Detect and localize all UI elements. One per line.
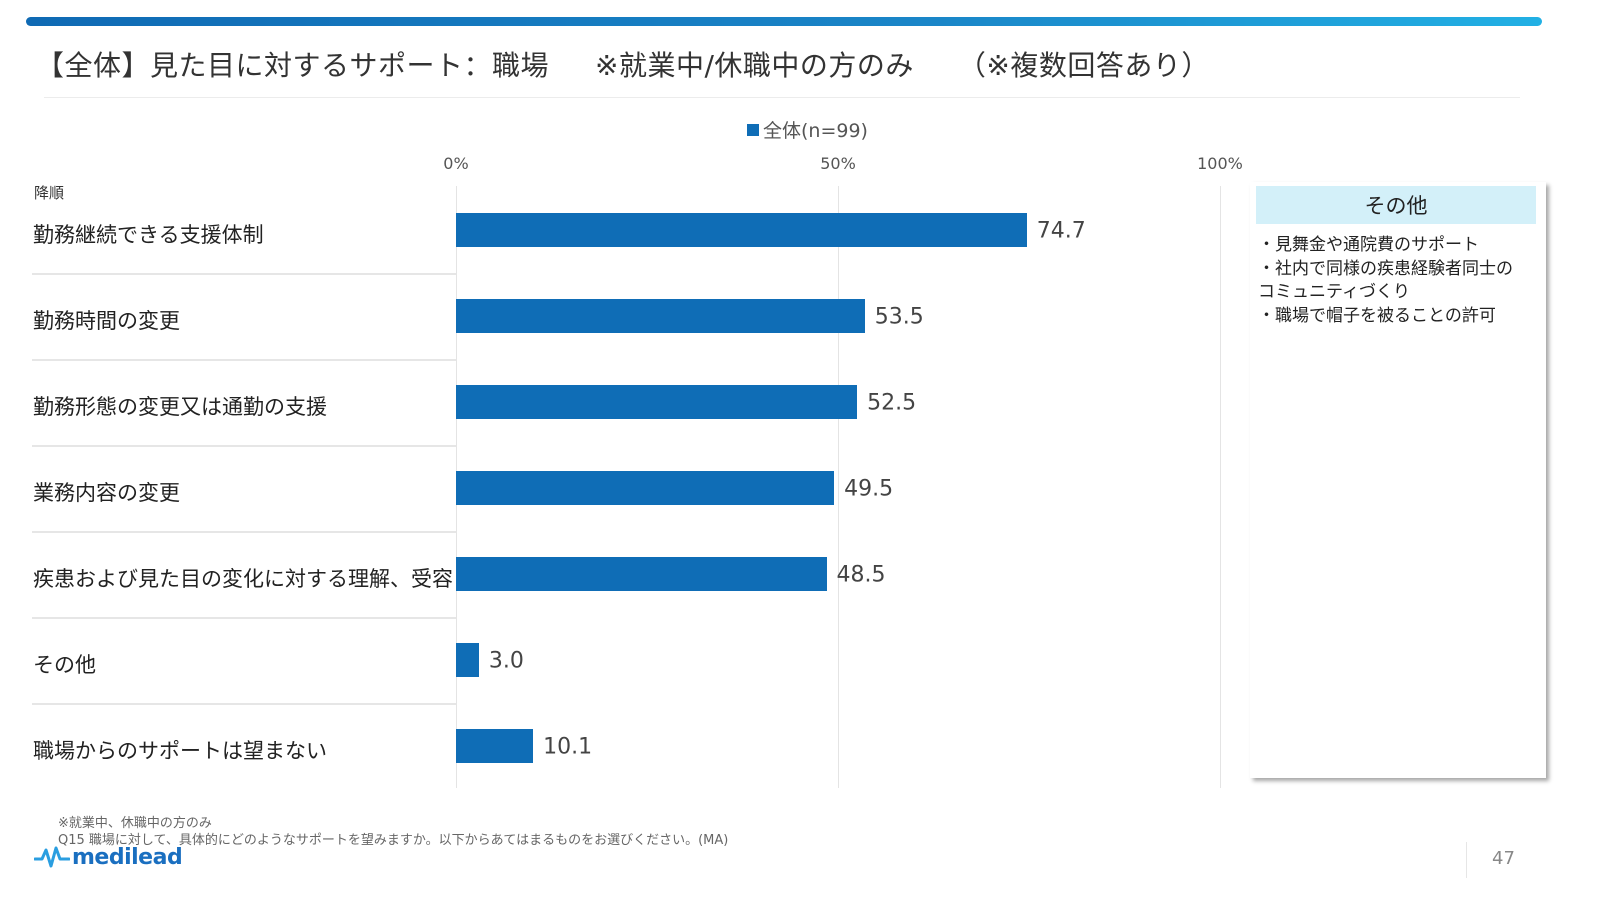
row-separator	[32, 359, 456, 361]
bar-value-label: 3.0	[488, 648, 524, 674]
page-number: 47	[1492, 848, 1515, 869]
x-tick-label: 100%	[1197, 154, 1243, 173]
legend-label: 全体(n=99)	[763, 120, 868, 142]
bar-value-label: 52.5	[867, 390, 917, 416]
other-response-item: コミュニティづくり	[1258, 282, 1410, 302]
other-response-item: ・職場で帽子を被ることの許可	[1258, 305, 1496, 326]
bar-value-label: 48.5	[836, 562, 886, 588]
other-response-item: ・社内で同様の疾患経験者同士の	[1258, 258, 1513, 279]
footnote-question: Q15 職場に対して、具体的にどのようなサポートを望みますか。以下からあてはまる…	[58, 833, 729, 848]
row-separator	[32, 617, 456, 619]
other-responses-list: ・見舞金や通院費のサポート ・社内で同様の疾患経験者同士の コミュニティづくり …	[1258, 234, 1542, 328]
bar-value-label: 10.1	[543, 734, 593, 760]
category-label: 勤務形態の変更又は通勤の支援	[33, 395, 327, 419]
bar	[456, 557, 827, 591]
row-separator	[32, 273, 456, 275]
bar-value-label: 49.5	[844, 476, 894, 502]
medilead-logo: medilead	[34, 844, 183, 870]
other-responses-heading: その他	[1256, 186, 1536, 224]
chart-legend: 全体(n=99)	[747, 116, 868, 143]
bar-value-label: 74.7	[1036, 218, 1086, 244]
x-tick-label: 0%	[443, 154, 469, 173]
x-tick-label: 50%	[820, 154, 856, 173]
other-response-item: ・見舞金や通院費のサポート	[1258, 235, 1479, 255]
heartbeat-pulse-icon	[34, 846, 70, 868]
legend-swatch-icon	[747, 123, 759, 136]
footnote-scope: ※就業中、休職中の方のみ	[58, 816, 212, 831]
category-label: 勤務時間の変更	[33, 309, 180, 333]
row-separator	[32, 445, 456, 447]
category-label: 疾患および見た目の変化に対する理解、受容	[33, 567, 453, 591]
row-separator	[32, 531, 456, 533]
header-accent-bar	[26, 17, 1542, 26]
gridline	[1220, 186, 1221, 788]
gridline	[838, 186, 839, 788]
title-note: ※就業中/休職中の方のみ	[595, 49, 914, 82]
bar-value-label: 53.5	[874, 304, 924, 330]
bar	[456, 643, 479, 677]
sort-order-label: 降順	[34, 184, 65, 202]
bar	[456, 471, 835, 505]
bar	[456, 729, 534, 763]
category-label: 職場からのサポートは望まない	[33, 739, 327, 763]
category-label: 業務内容の変更	[33, 481, 180, 505]
title-divider	[44, 97, 1520, 98]
bar	[456, 385, 858, 419]
bar	[456, 299, 865, 333]
page-title: 【全体】見た目に対するサポート：職場 ※就業中/休職中の方のみ （※複数回答あり…	[36, 44, 1210, 84]
bar	[456, 213, 1027, 247]
row-separator	[32, 703, 456, 705]
page-number-divider	[1466, 842, 1467, 878]
other-responses-box: その他 ・見舞金や通院費のサポート ・社内で同様の疾患経験者同士の コミュニティ…	[1250, 182, 1546, 778]
title-multi-answer: （※複数回答あり）	[957, 49, 1210, 82]
category-label: その他	[33, 653, 96, 677]
category-label: 勤務継続できる支援体制	[33, 223, 264, 247]
logo-text: medilead	[72, 844, 183, 870]
title-main: 【全体】見た目に対するサポート：職場	[36, 49, 550, 82]
